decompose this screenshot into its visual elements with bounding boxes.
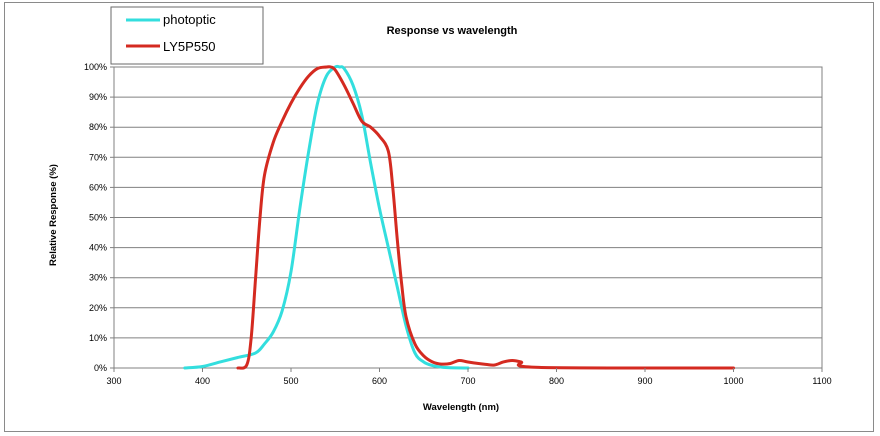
y-tick-label-90: 90% bbox=[89, 92, 107, 102]
y-tick-label-50: 50% bbox=[89, 213, 107, 223]
y-tick-label-100: 100% bbox=[84, 62, 107, 72]
y-tick-label-80: 80% bbox=[89, 122, 107, 132]
legend-label-photoptic: photoptic bbox=[163, 12, 216, 27]
x-tick-labels: 300 400 500 600 700 800 900 1000 1100 bbox=[106, 368, 832, 386]
y-tick-label-40: 40% bbox=[89, 243, 107, 253]
x-tick-label-800: 800 bbox=[549, 376, 564, 386]
y-tick-label-30: 30% bbox=[89, 273, 107, 283]
x-tick-label-1100: 1100 bbox=[812, 376, 831, 386]
legend: photoptic LY5P550 bbox=[110, 6, 264, 65]
gridlines bbox=[114, 96, 822, 339]
y-tick-label-0: 0% bbox=[94, 363, 107, 373]
legend-label-ly5p550: LY5P550 bbox=[163, 39, 216, 54]
y-axis-label: Relative Response (%) bbox=[48, 164, 59, 266]
x-tick-label-600: 600 bbox=[372, 376, 387, 386]
x-tick-label-300: 300 bbox=[106, 376, 121, 386]
x-axis-label: Wavelength (nm) bbox=[423, 402, 499, 413]
chart-title: Response vs wavelength bbox=[387, 25, 518, 37]
series-line-photoptic bbox=[183, 64, 470, 370]
y-tick-label-70: 70% bbox=[89, 152, 107, 162]
x-tick-label-700: 700 bbox=[460, 376, 475, 386]
series-line-ly5p550 bbox=[236, 65, 735, 370]
x-tick-label-400: 400 bbox=[195, 376, 210, 386]
x-tick-label-1000: 1000 bbox=[723, 376, 743, 386]
y-tick-label-60: 60% bbox=[89, 182, 107, 192]
legend-box bbox=[110, 6, 264, 65]
y-tick-label-10: 10% bbox=[89, 333, 107, 343]
x-tick-label-900: 900 bbox=[637, 376, 652, 386]
x-tick-label-500: 500 bbox=[283, 376, 298, 386]
y-tick-labels: 0% 10% 20% 30% 40% 50% 60% 70% 80% 90% 100% bbox=[84, 62, 114, 373]
y-tick-label-20: 20% bbox=[89, 303, 107, 313]
series-lines bbox=[183, 64, 735, 370]
